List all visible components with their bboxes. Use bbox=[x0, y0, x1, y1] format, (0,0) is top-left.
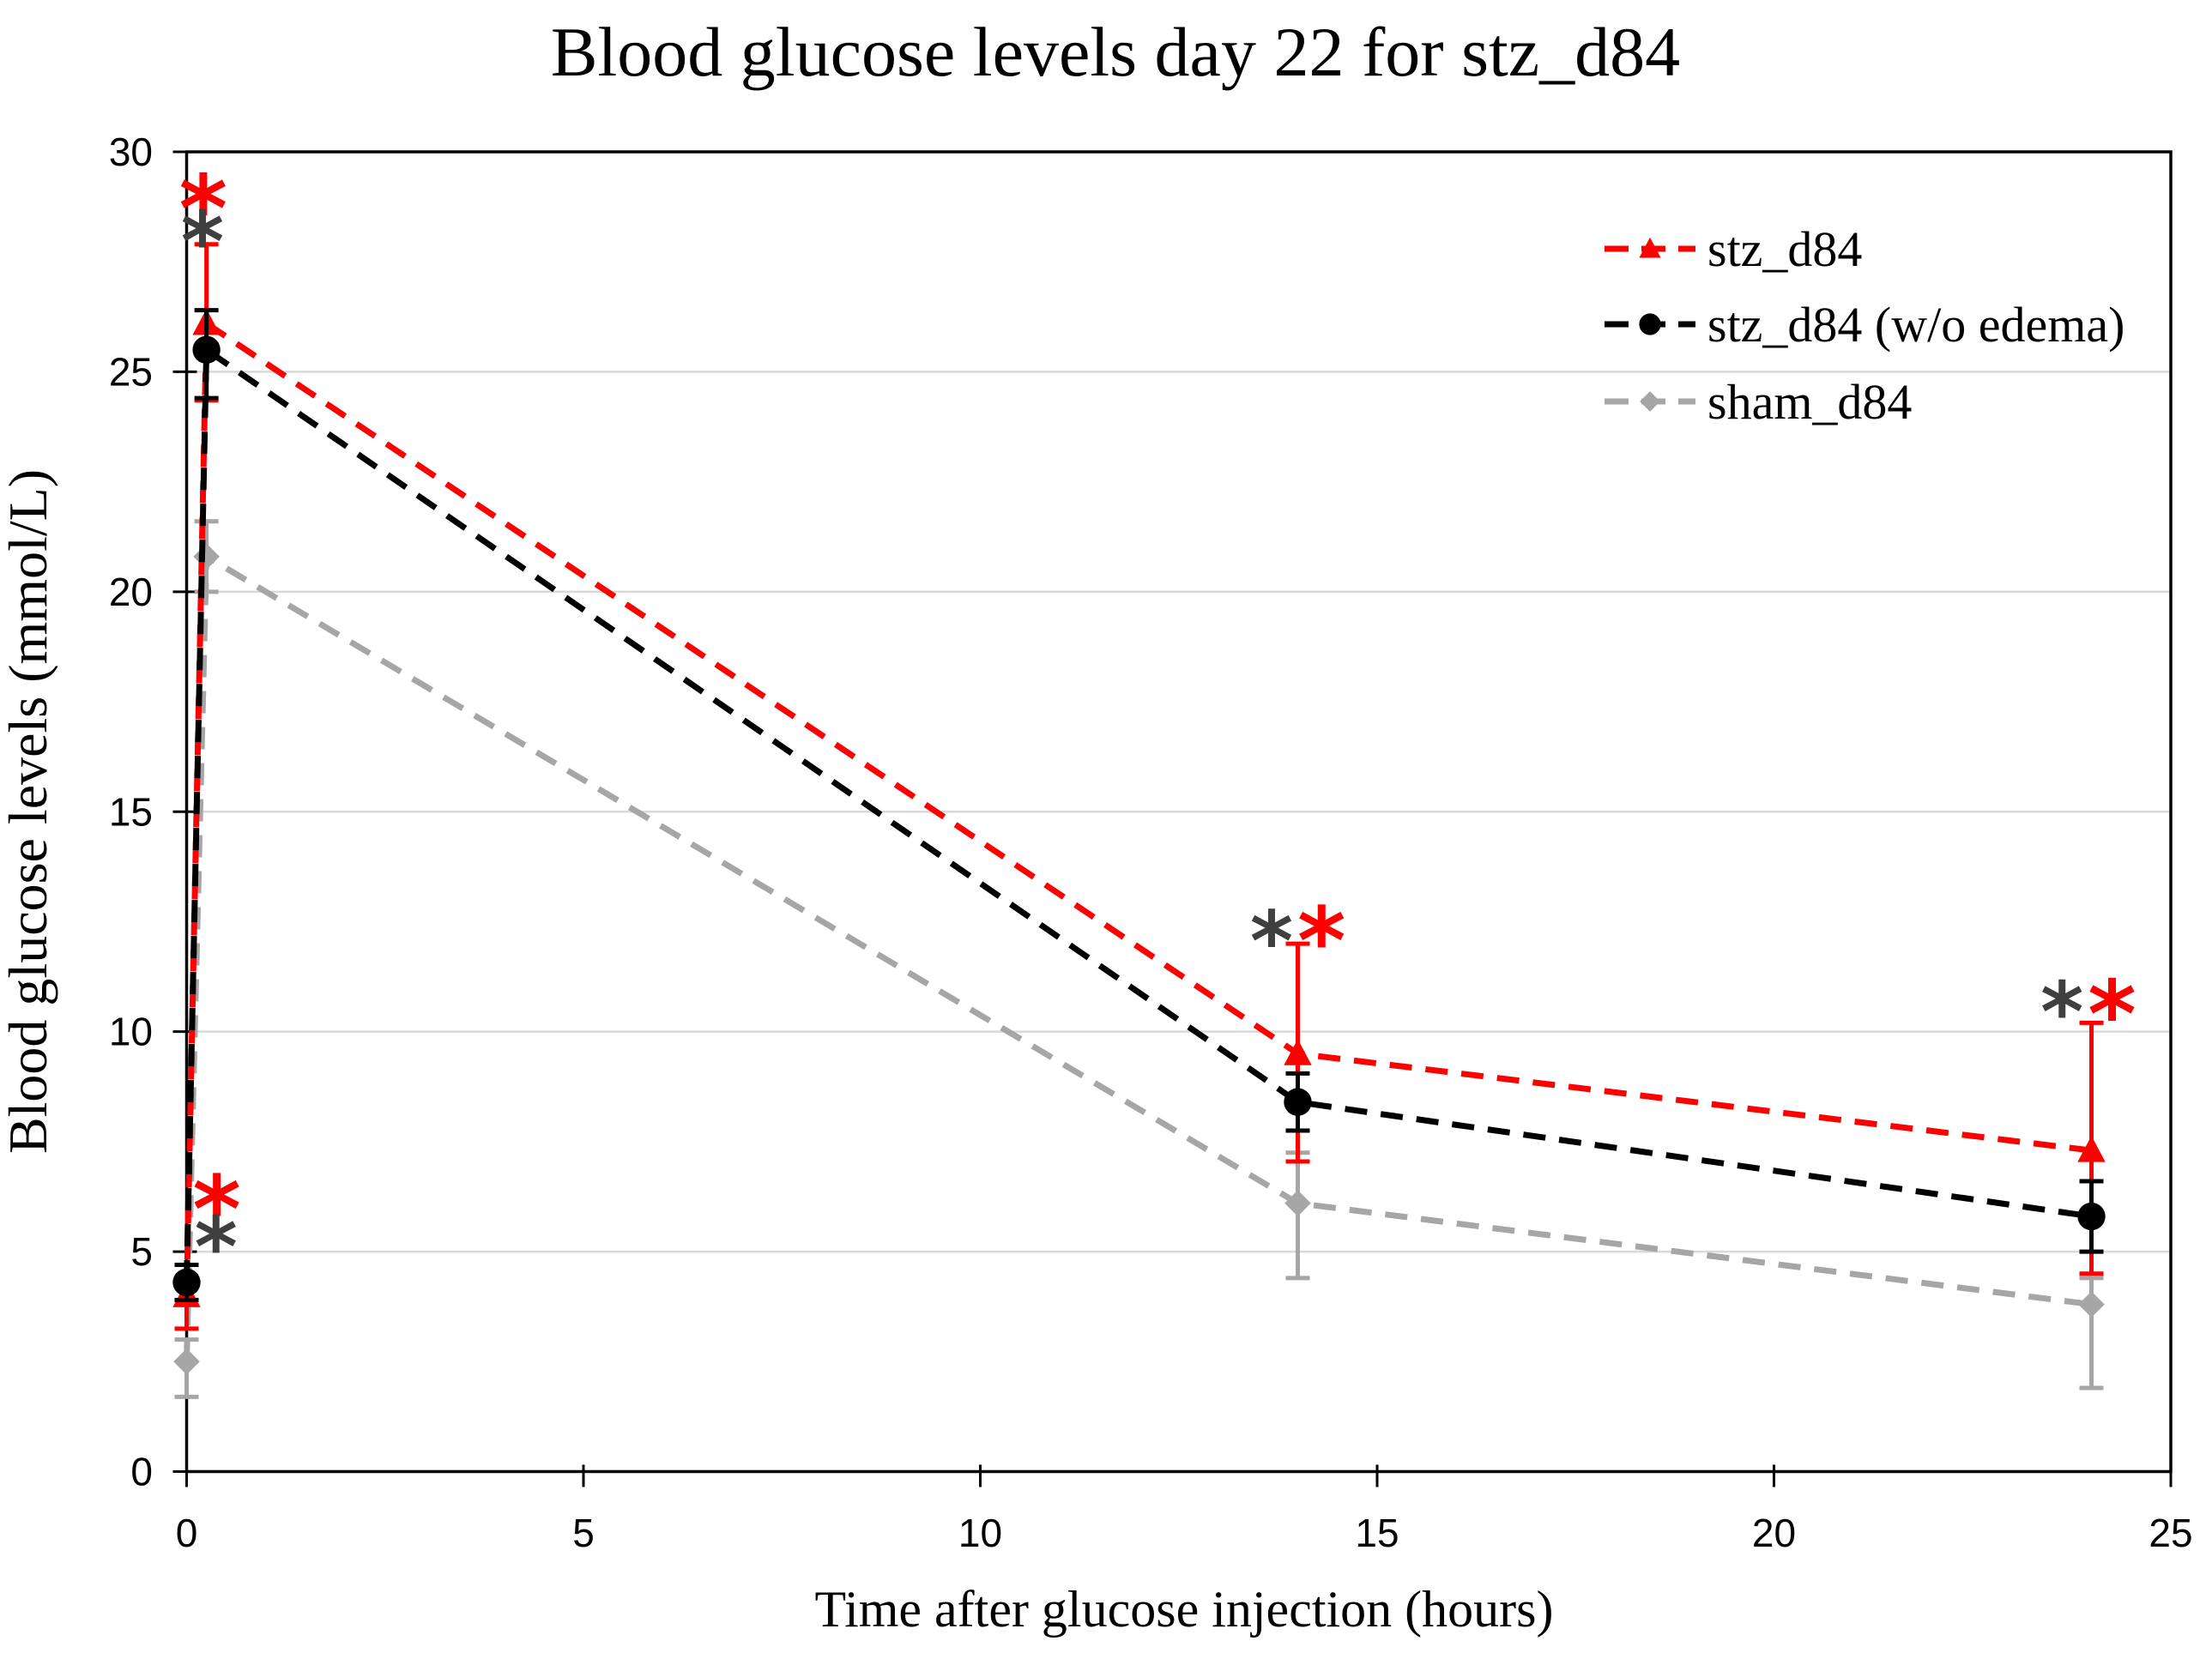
marker-stz-d84-x24 bbox=[2077, 1136, 2106, 1162]
series-line-sham-d84 bbox=[184, 551, 2092, 1362]
y-tick-label-15: 15 bbox=[109, 789, 153, 834]
data-series bbox=[172, 242, 2106, 1399]
marker-stz-d84-x14 bbox=[1284, 1039, 1312, 1065]
marker-stz-d84-w-o-edema--x24 bbox=[2077, 1202, 2106, 1231]
series-sham-d84 bbox=[173, 519, 2105, 1399]
significance-annotations: ***** ** * bbox=[179, 156, 2136, 1296]
series-line-stz-d84 bbox=[184, 317, 2092, 1296]
series-stz-d84-w-o-edema- bbox=[172, 308, 2106, 1302]
axis-ticks: 0 5 10 15 20 25 0 5 10 15 20 25 30 bbox=[109, 130, 2193, 1555]
legend: stz_d84 stz_d84 (w/o edema) sham_d84 bbox=[1605, 221, 2124, 430]
y-tick-label-20: 20 bbox=[109, 570, 153, 614]
marker-sham-d84-x14 bbox=[1284, 1190, 1311, 1216]
legend-label-stz-d84: stz_d84 bbox=[1707, 221, 1862, 277]
x-axis-title: Time after glucose injection (hours) bbox=[815, 1581, 1554, 1638]
x-tick-label-0: 0 bbox=[176, 1511, 198, 1555]
x-tick-label-10: 10 bbox=[958, 1511, 1002, 1555]
significance-asterisk-0: * bbox=[179, 156, 227, 263]
error-bars-stz-d84-w-o-edema- bbox=[174, 308, 2104, 1302]
marker-sham-d84-x0 bbox=[173, 1348, 200, 1375]
significance-asterisk-1: * bbox=[181, 195, 224, 291]
y-tick-label-30: 30 bbox=[109, 130, 153, 174]
legend-item-stz-d84: stz_d84 bbox=[1605, 221, 1862, 277]
significance-asterisk-3: * bbox=[195, 1200, 238, 1296]
series-line-stz-d84-w-o-edema- bbox=[184, 344, 2092, 1283]
legend-marker-sham-d84 bbox=[1640, 391, 1660, 412]
marker-stz-d84-w-o-edema--x0 bbox=[172, 1268, 201, 1297]
x-tick-label-15: 15 bbox=[1355, 1511, 1399, 1555]
significance-asterisk-6: * bbox=[2040, 965, 2083, 1061]
marker-stz-d84-w-o-edema--x0.25 bbox=[192, 335, 221, 364]
significance-asterisk-2: * bbox=[192, 1156, 240, 1264]
y-tick-label-10: 10 bbox=[109, 1010, 153, 1054]
y-tick-label-0: 0 bbox=[130, 1450, 153, 1494]
y-tick-label-5: 5 bbox=[130, 1229, 153, 1274]
x-tick-label-20: 20 bbox=[1752, 1511, 1796, 1555]
chart-title: Blood glucose levels day 22 for stz_d84 bbox=[551, 13, 1680, 91]
legend-marker-stz-d84 bbox=[1639, 237, 1661, 258]
y-axis-title: Blood glucose levels (mmol/L) bbox=[0, 469, 58, 1154]
marker-sham-d84-x0.25 bbox=[193, 543, 220, 570]
significance-asterisk-5: * bbox=[1297, 889, 1345, 996]
legend-label-stz-d84-w-o-edema-: stz_d84 (w/o edema) bbox=[1707, 297, 2124, 353]
legend-item-stz-d84-w-o-edema-: stz_d84 (w/o edema) bbox=[1605, 297, 2124, 353]
y-tick-label-25: 25 bbox=[109, 349, 153, 394]
legend-label-sham-d84: sham_d84 bbox=[1707, 374, 1912, 430]
x-tick-label-25: 25 bbox=[2149, 1511, 2192, 1555]
error-bars-sham-d84 bbox=[174, 519, 2104, 1399]
significance-asterisk-7: * bbox=[2088, 962, 2136, 1069]
significance-asterisk-4: * bbox=[1250, 894, 1293, 990]
marker-sham-d84-x24 bbox=[2078, 1291, 2105, 1318]
legend-marker-stz-d84-w-o-edema- bbox=[1639, 313, 1661, 335]
marker-stz-d84-w-o-edema--x14 bbox=[1284, 1088, 1312, 1116]
x-tick-label-5: 5 bbox=[572, 1511, 595, 1555]
legend-item-sham-d84: sham_d84 bbox=[1605, 374, 1912, 430]
